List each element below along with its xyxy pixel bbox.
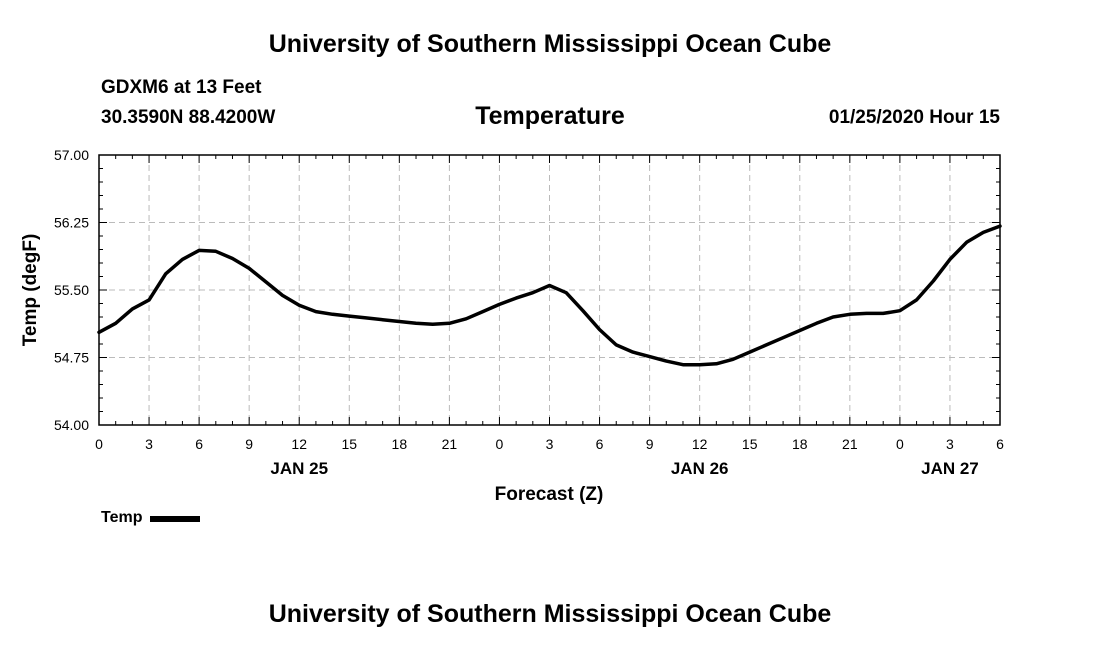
bottom-title: University of Southern Mississippi Ocean… (268, 600, 832, 628)
coordinates-label: 30.3590N 88.4200W (101, 107, 276, 128)
y-tick-label: 54.00 (54, 417, 89, 433)
series-layer (97, 224, 1002, 367)
top-title: University of Southern Mississippi Ocean… (268, 30, 832, 58)
day-label: JAN 26 (671, 459, 729, 478)
x-tick-label: 0 (896, 436, 904, 452)
x-tick-label: 3 (145, 436, 153, 452)
plot-frame (98, 154, 1001, 426)
day-label: JAN 27 (921, 459, 979, 478)
x-tick-label: 18 (792, 436, 808, 452)
chart-title: Temperature (475, 102, 625, 130)
y-tick-label: 56.25 (54, 215, 89, 231)
x-tick-label: 15 (341, 436, 357, 452)
x-tick-label: 21 (842, 436, 858, 452)
x-tick-label: 0 (95, 436, 103, 452)
y-tick-label: 57.00 (54, 147, 89, 163)
x-axis-title: Forecast (Z) (495, 484, 604, 505)
x-tick-label: 6 (996, 436, 1004, 452)
y-tick-label: 54.75 (54, 350, 89, 366)
date-hour-label: 01/25/2020 Hour 15 (828, 107, 1000, 128)
grid-layer (99, 155, 1000, 425)
legend: Temp (101, 509, 201, 527)
x-tick-label: 9 (646, 436, 654, 452)
y-axis-title: Temp (degF) (20, 234, 41, 347)
x-tick-label: 0 (496, 436, 504, 452)
x-tick-label: 6 (195, 436, 203, 452)
x-tick-label: 6 (596, 436, 604, 452)
x-tick-label: 18 (392, 436, 408, 452)
series-line-temp (97, 224, 1002, 367)
x-tick-label: 9 (245, 436, 253, 452)
legend-swatch (150, 516, 201, 522)
x-tick-label: 3 (946, 436, 954, 452)
x-tick-label: 12 (291, 436, 307, 452)
x-tick-label: 3 (546, 436, 554, 452)
x-tick-label: 12 (692, 436, 708, 452)
x-tick-label: 15 (742, 436, 758, 452)
y-tick-label: 55.50 (54, 282, 89, 298)
legend-label: Temp (101, 509, 143, 526)
label-layer: 0 3 6 9 12 15 18 21 0 3 6 9 12 15 18 21 0 3 6 JAN 25 JAN 26 J… (54, 147, 1004, 478)
day-label: JAN 25 (270, 459, 328, 478)
station-label: GDXM6 at 13 Feet (101, 77, 262, 98)
x-tick-label: 21 (442, 436, 458, 452)
